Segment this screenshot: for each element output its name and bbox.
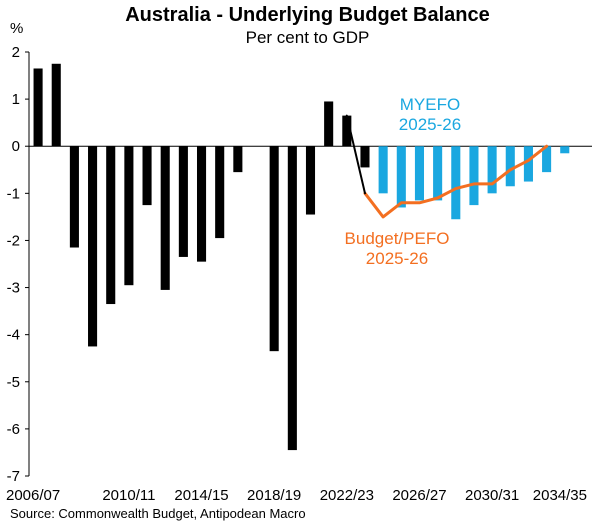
bar-actual (124, 146, 134, 286)
bar-actual (305, 146, 316, 215)
bar-actual (342, 115, 352, 147)
bar-actual (88, 146, 98, 347)
y-tick-label: -4 (7, 327, 20, 344)
x-tick-label: 2022/23 (320, 487, 374, 504)
bar-actual (142, 146, 152, 206)
x-tick-label: 2026/27 (392, 487, 446, 504)
bar-actual (324, 101, 334, 147)
y-tick-label: 2 (12, 44, 20, 61)
line-budget-pefo-2025-26 (363, 144, 549, 219)
y-tick-label: -7 (7, 468, 20, 485)
line-connector (345, 114, 366, 195)
y-tick-label: -5 (7, 374, 20, 391)
y-axis-unit-label: % (10, 20, 24, 37)
bar-myefo-2025-26 (560, 146, 570, 154)
bar-actual (360, 146, 370, 168)
y-tick-label: -6 (7, 421, 20, 438)
x-tick-label: 2018/19 (247, 487, 301, 504)
bar-myefo-2025-26 (469, 146, 479, 206)
bar-actual (160, 146, 170, 290)
chart-title: Australia - Underlying Budget Balance (125, 4, 490, 26)
bar-actual (69, 146, 79, 248)
y-tick-label: 0 (12, 138, 20, 155)
y-tick-label: -1 (7, 185, 20, 202)
annotation-budget-pefo-2025-26: Budget/PEFO (345, 229, 450, 248)
bar-myefo-2025-26 (378, 146, 388, 194)
bar-myefo-2025-26 (487, 146, 497, 194)
x-tick-label: 2006/07 (6, 487, 60, 504)
annotation-budget-pefo-2025-26: 2025-26 (366, 249, 428, 268)
chart-subtitle: Per cent to GDP (245, 28, 370, 47)
y-tick-label: 1 (12, 91, 20, 108)
bar-actual (215, 146, 225, 239)
annotation-myefo-2025-26: MYEFO (400, 95, 460, 114)
bar-actual (269, 146, 279, 352)
bar-myefo-2025-26 (396, 146, 406, 208)
x-tick-label: 2010/11 (102, 487, 155, 504)
x-tick-label: 2014/15 (174, 487, 228, 504)
annotation-myefo-2025-26: 2025-26 (399, 115, 461, 134)
source-note: Source: Commonwealth Budget, Antipodean … (10, 506, 306, 521)
bar-actual (178, 146, 188, 257)
bar-actual (233, 146, 243, 173)
bar-actual (33, 68, 43, 147)
x-tick-label: 2030/31 (465, 487, 519, 504)
bar-myefo-2025-26 (414, 146, 425, 201)
bar-actual (106, 146, 116, 305)
bar-actual (196, 146, 207, 262)
y-tick-label: -3 (7, 280, 20, 297)
bar-actual (51, 63, 61, 147)
bar-myefo-2025-26 (505, 146, 515, 187)
bar-myefo-2025-26 (542, 146, 552, 173)
bar-actual (287, 146, 297, 451)
bar-myefo-2025-26 (523, 146, 533, 182)
bar-myefo-2025-26 (433, 146, 443, 201)
y-tick-label: -2 (7, 232, 20, 249)
bar-myefo-2025-26 (451, 146, 461, 220)
x-tick-label: 2034/35 (533, 487, 587, 504)
